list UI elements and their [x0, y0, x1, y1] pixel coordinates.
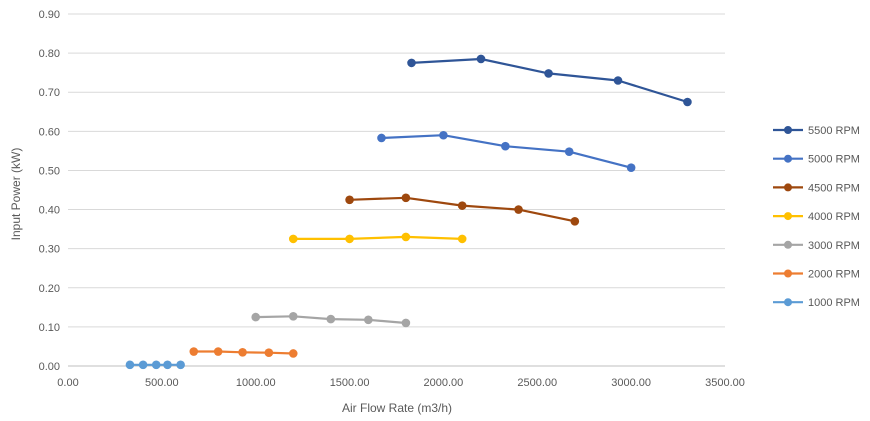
legend-swatch-marker [784, 154, 792, 163]
data-point [288, 312, 298, 321]
legend-swatch-marker [784, 212, 792, 221]
data-point [163, 360, 172, 370]
data-point [457, 201, 467, 210]
legend-item: 1000 RPM [773, 297, 860, 309]
legend-item: 5000 RPM [773, 154, 860, 166]
data-point [439, 130, 448, 140]
legend-item: 5500 RPM [773, 125, 860, 137]
data-point [345, 195, 354, 205]
series [345, 193, 580, 226]
y-tick-label: 0.00 [39, 361, 60, 373]
data-point [264, 348, 274, 358]
legend: 5500 RPM 5000 RPM 4500 RPM 4000 RPM 3000 RPM… [773, 125, 860, 309]
data-point [501, 141, 510, 151]
data-point [401, 193, 411, 203]
legend-swatch-marker [784, 126, 792, 134]
y-tick-label: 0.70 [39, 87, 60, 99]
data-point [288, 349, 298, 358]
data-point [151, 360, 161, 370]
legend-label: 3000 RPM [808, 240, 860, 252]
data-point [626, 163, 636, 173]
y-tick-label: 0.40 [39, 205, 60, 217]
data-point [345, 234, 354, 244]
legend-label: 4500 RPM [808, 182, 860, 194]
legend-label: 2000 RPM [808, 269, 860, 281]
series [377, 130, 636, 173]
legend-label: 5000 RPM [808, 154, 860, 166]
legend-label: 1000 RPM [808, 297, 860, 309]
y-tick-labels: 0.00 0.10 0.20 0.30 0.40 0.50 0.60 0.70 0.80 0.90 [39, 9, 60, 373]
x-tick-label: 1000.00 [236, 377, 276, 389]
data-point [401, 318, 411, 328]
series-line [411, 57, 688, 104]
data-point [176, 360, 185, 370]
legend-item: 3000 RPM [773, 240, 860, 252]
data-point [125, 360, 135, 370]
data-point [683, 97, 692, 107]
data-point [288, 234, 298, 244]
x-tick-label: 2000.00 [424, 377, 464, 389]
data-point [189, 347, 199, 356]
y-tick-label: 0.20 [39, 283, 60, 295]
series [407, 54, 692, 107]
data-point [251, 312, 261, 322]
x-tick-labels: 0.00 500.00 1000.00 1500.00 2000.00 2500.00 30… [57, 377, 745, 389]
y-tick-label: 0.10 [39, 322, 60, 334]
legend-swatch-marker [784, 269, 792, 278]
legend-label: 4000 RPM [808, 211, 860, 223]
data-point [377, 133, 386, 143]
y-tick-label: 0.60 [39, 126, 60, 138]
legend-item: 4500 RPM [773, 182, 860, 194]
y-tick-label: 0.90 [39, 9, 60, 21]
legend-item: 2000 RPM [773, 269, 860, 281]
data-point [457, 234, 467, 244]
series-line [381, 134, 632, 169]
y-tick-label: 0.30 [39, 244, 60, 256]
y-axis-title: Input Power (kW) [9, 148, 23, 241]
data-point [476, 54, 486, 64]
data-point [364, 315, 373, 325]
data-point [326, 314, 336, 324]
data-point [564, 147, 574, 156]
series [189, 347, 298, 358]
series-group [125, 54, 692, 370]
data-point [407, 58, 416, 68]
x-tick-label: 3000.00 [611, 377, 651, 389]
data-point [570, 216, 580, 226]
series [288, 232, 467, 244]
legend-label: 5500 RPM [808, 125, 860, 137]
gridlines [68, 13, 725, 367]
data-point [138, 360, 148, 370]
x-tick-label: 0.00 [57, 377, 78, 389]
data-point [238, 348, 247, 357]
data-point [401, 232, 411, 242]
legend-swatch-marker [784, 298, 792, 307]
x-tick-label: 2500.00 [517, 377, 557, 389]
x-axis-title: Air Flow Rate (m3/h) [342, 401, 452, 415]
x-tick-label: 500.00 [145, 377, 179, 389]
legend-swatch-marker [784, 240, 792, 249]
series [125, 360, 185, 370]
data-point [613, 76, 623, 85]
series [251, 312, 411, 328]
data-point [514, 205, 523, 214]
y-tick-label: 0.50 [39, 165, 60, 177]
data-point [213, 347, 223, 356]
data-point [544, 69, 553, 78]
legend-swatch-marker [784, 183, 792, 192]
y-tick-label: 0.80 [39, 48, 60, 60]
legend-item: 4000 RPM [773, 211, 860, 223]
x-tick-label: 3500.00 [705, 377, 745, 389]
x-tick-label: 1500.00 [330, 377, 370, 389]
series-line [293, 235, 463, 240]
